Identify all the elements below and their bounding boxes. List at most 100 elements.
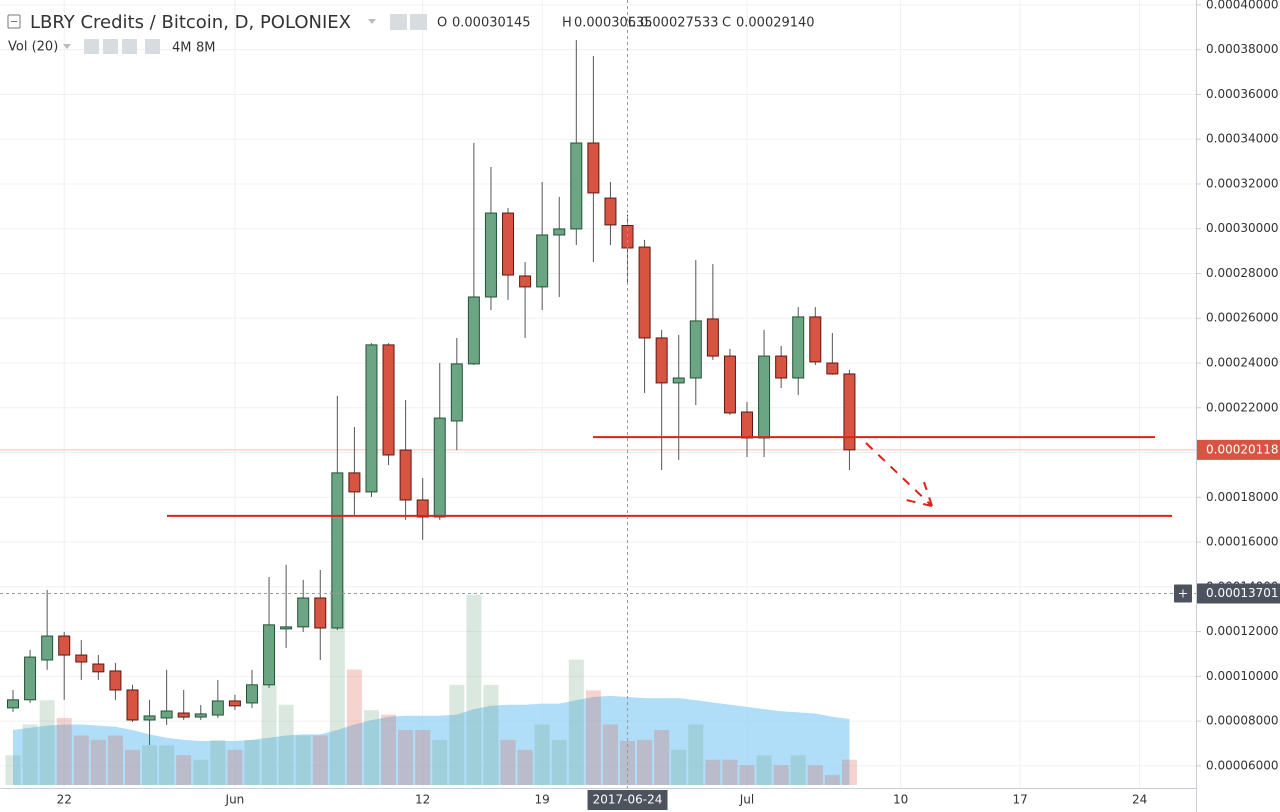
y-tick-label: 0.00022000 — [1206, 400, 1279, 414]
volume-bar — [671, 749, 687, 785]
chart-title: LBRY Credits / Bitcoin, D, POLONIEX — [30, 12, 351, 33]
volume-bar — [244, 739, 260, 785]
candle-body — [741, 411, 754, 439]
volume-bar — [39, 700, 55, 785]
dropdown[interactable] — [63, 44, 71, 49]
candle-body — [570, 142, 583, 230]
y-tick-label: 0.00008000 — [1206, 714, 1279, 728]
candle-body — [194, 713, 207, 718]
volume-bar — [5, 755, 21, 785]
volume-bar — [142, 745, 158, 785]
volume-bar — [432, 739, 448, 785]
volume-bar — [688, 724, 704, 785]
volume-bar — [500, 739, 516, 785]
volume-bar — [124, 749, 140, 785]
volume-bar — [790, 755, 806, 785]
candle-body — [143, 715, 156, 721]
volume-bar — [363, 710, 379, 785]
candle-body — [450, 363, 463, 422]
ohlc-value: 0.00029140 — [736, 16, 815, 31]
candle-body — [58, 635, 71, 656]
x-tick-label: Jul — [739, 793, 754, 807]
candle-body — [655, 337, 668, 384]
volume-value: 4M — [172, 41, 192, 56]
volume-bar — [73, 735, 89, 785]
candles — [7, 40, 856, 746]
volume-bar — [824, 775, 840, 785]
icon[interactable] — [103, 39, 118, 54]
candle-body — [502, 212, 515, 276]
last-price-box — [1197, 439, 1280, 460]
price-axis: 0.00006000 0.00008000 0.00010000 0.00012000… — [1196, 0, 1280, 812]
candle-body — [24, 656, 37, 701]
icon[interactable] — [122, 39, 137, 54]
y-tick-label: 0.00016000 — [1206, 535, 1279, 549]
volume-pane — [5, 590, 857, 785]
collapse-icon[interactable] — [7, 14, 21, 29]
y-tick-label: 0.00026000 — [1206, 311, 1279, 325]
volume-bar — [705, 759, 721, 785]
icon[interactable] — [84, 39, 99, 54]
candle-body — [228, 700, 241, 707]
y-tick-label: 0.00034000 — [1206, 132, 1279, 146]
candle-body — [775, 355, 788, 379]
volume-bar — [602, 724, 618, 785]
volume-bar — [193, 759, 209, 785]
candle-body — [245, 684, 258, 704]
volume-bar — [807, 765, 823, 785]
ohlc-key: O — [437, 16, 447, 31]
x-tick-label: Jun — [225, 793, 245, 807]
volume-bar — [107, 735, 123, 785]
y-tick-label: 0.00030000 — [1206, 221, 1279, 235]
volume-bar — [585, 690, 601, 785]
candle-body — [553, 228, 566, 236]
candle-body — [758, 355, 771, 439]
crosshair-price-box — [1197, 583, 1280, 604]
candle-body — [263, 624, 276, 686]
crosshair-plus — [1179, 589, 1187, 598]
volume-bar — [773, 765, 789, 785]
candle-body — [536, 234, 549, 288]
volume-bar — [568, 659, 584, 785]
candle-body — [519, 275, 532, 288]
icon[interactable] — [145, 39, 160, 54]
candle-body — [331, 472, 344, 629]
volume-bar — [722, 759, 738, 785]
candle-body — [706, 318, 719, 357]
candle-body — [604, 197, 617, 226]
volume-bar — [312, 735, 328, 785]
candle-body — [280, 626, 293, 630]
volume-bar — [654, 730, 670, 785]
candle-body — [126, 689, 139, 721]
candle-body — [826, 362, 839, 375]
candle-body — [297, 597, 310, 628]
candle-body — [211, 700, 224, 716]
candle-body — [314, 597, 327, 629]
y-tick-label: 0.00028000 — [1206, 266, 1279, 280]
volume-title: Vol (20) — [8, 40, 58, 55]
volume-bar — [466, 594, 482, 785]
volume-bar — [415, 730, 431, 785]
volume-ma-value: 8M — [196, 41, 216, 56]
icon[interactable] — [390, 14, 407, 30]
last-price-label: 0.00020118 — [1206, 442, 1279, 456]
crosshair-date-box — [587, 790, 668, 810]
dropdown[interactable] — [368, 19, 376, 24]
candle-body — [433, 417, 446, 518]
y-tick-label: 0.00006000 — [1206, 758, 1279, 772]
candle-body — [177, 712, 190, 718]
candle-body — [638, 246, 651, 339]
candle-body — [399, 449, 412, 501]
x-tick-label: 24 — [1132, 793, 1147, 807]
candle-body — [484, 212, 497, 298]
volume-bar — [22, 724, 38, 785]
volume-bar — [483, 684, 499, 785]
volume-bar — [261, 684, 277, 785]
ohlc-value: 0.00030145 — [452, 16, 531, 31]
volume-bar — [517, 749, 533, 785]
icon[interactable] — [410, 14, 427, 30]
candle-body — [7, 699, 19, 709]
volume-bar — [534, 724, 550, 785]
y-tick-label: 0.00010000 — [1206, 669, 1279, 683]
